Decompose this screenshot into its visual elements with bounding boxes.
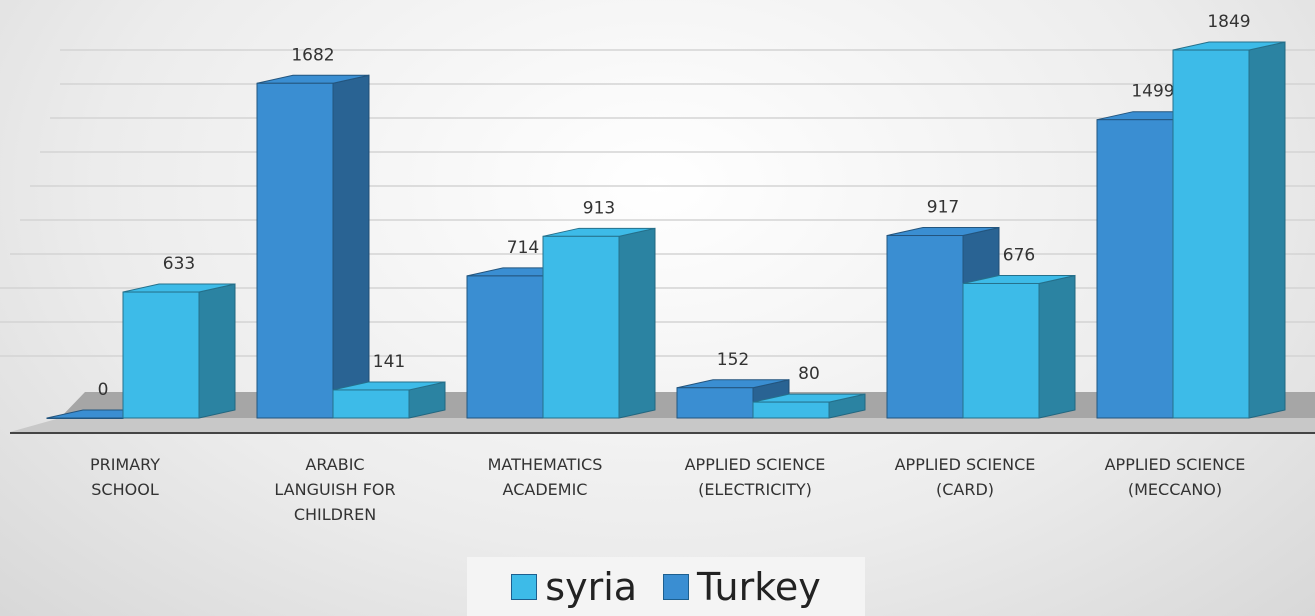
data-label: 1849 [1207,12,1250,32]
bar [332,389,410,419]
data-label: 913 [583,198,615,218]
bar [466,275,544,419]
legend-item: Turkey [663,565,821,609]
data-label: 152 [717,350,749,370]
bar-side [198,283,236,419]
bar [1172,49,1250,419]
legend-item: syria [511,565,637,609]
legend-swatch [663,573,690,600]
bar-side [1248,41,1286,419]
legend-label: syria [545,564,638,609]
bar-side [1038,274,1076,419]
data-label: 917 [927,198,959,218]
x-tick-label: ARABIC LANGUISH FOR CHILDREN [274,455,396,524]
bar [256,82,334,419]
bar [542,235,620,419]
bar [886,235,964,419]
x-tick-label: APPLIED SCIENCE (ELECTRICITY) [684,455,826,499]
bar [962,282,1040,419]
data-label: 633 [163,254,195,274]
bar-side [332,74,370,419]
data-label: 0 [98,380,109,400]
x-tick-label: PRIMARY SCHOOL [89,455,161,499]
legend-swatch [511,573,538,600]
legend: syria Turkey [467,557,865,616]
bar [676,387,754,419]
data-label: 1499 [1131,82,1174,102]
data-label: 1682 [291,45,334,65]
bar [1096,119,1174,419]
x-tick-label: MATHEMATICS ACADEMIC [487,455,603,499]
x-tick-label: APPLIED SCIENCE (CARD) [894,455,1036,499]
x-tick-label: APPLIED SCIENCE (MECCANO) [1104,455,1246,499]
bar-side [618,227,656,419]
legend-label: Turkey [697,564,821,609]
data-label: 714 [507,238,539,258]
data-label: 676 [1003,245,1035,265]
floor-front [10,418,1315,432]
bar [122,291,200,419]
data-label: 141 [373,352,405,372]
bar [46,417,124,419]
bar [752,401,830,419]
data-label: 80 [798,364,820,384]
